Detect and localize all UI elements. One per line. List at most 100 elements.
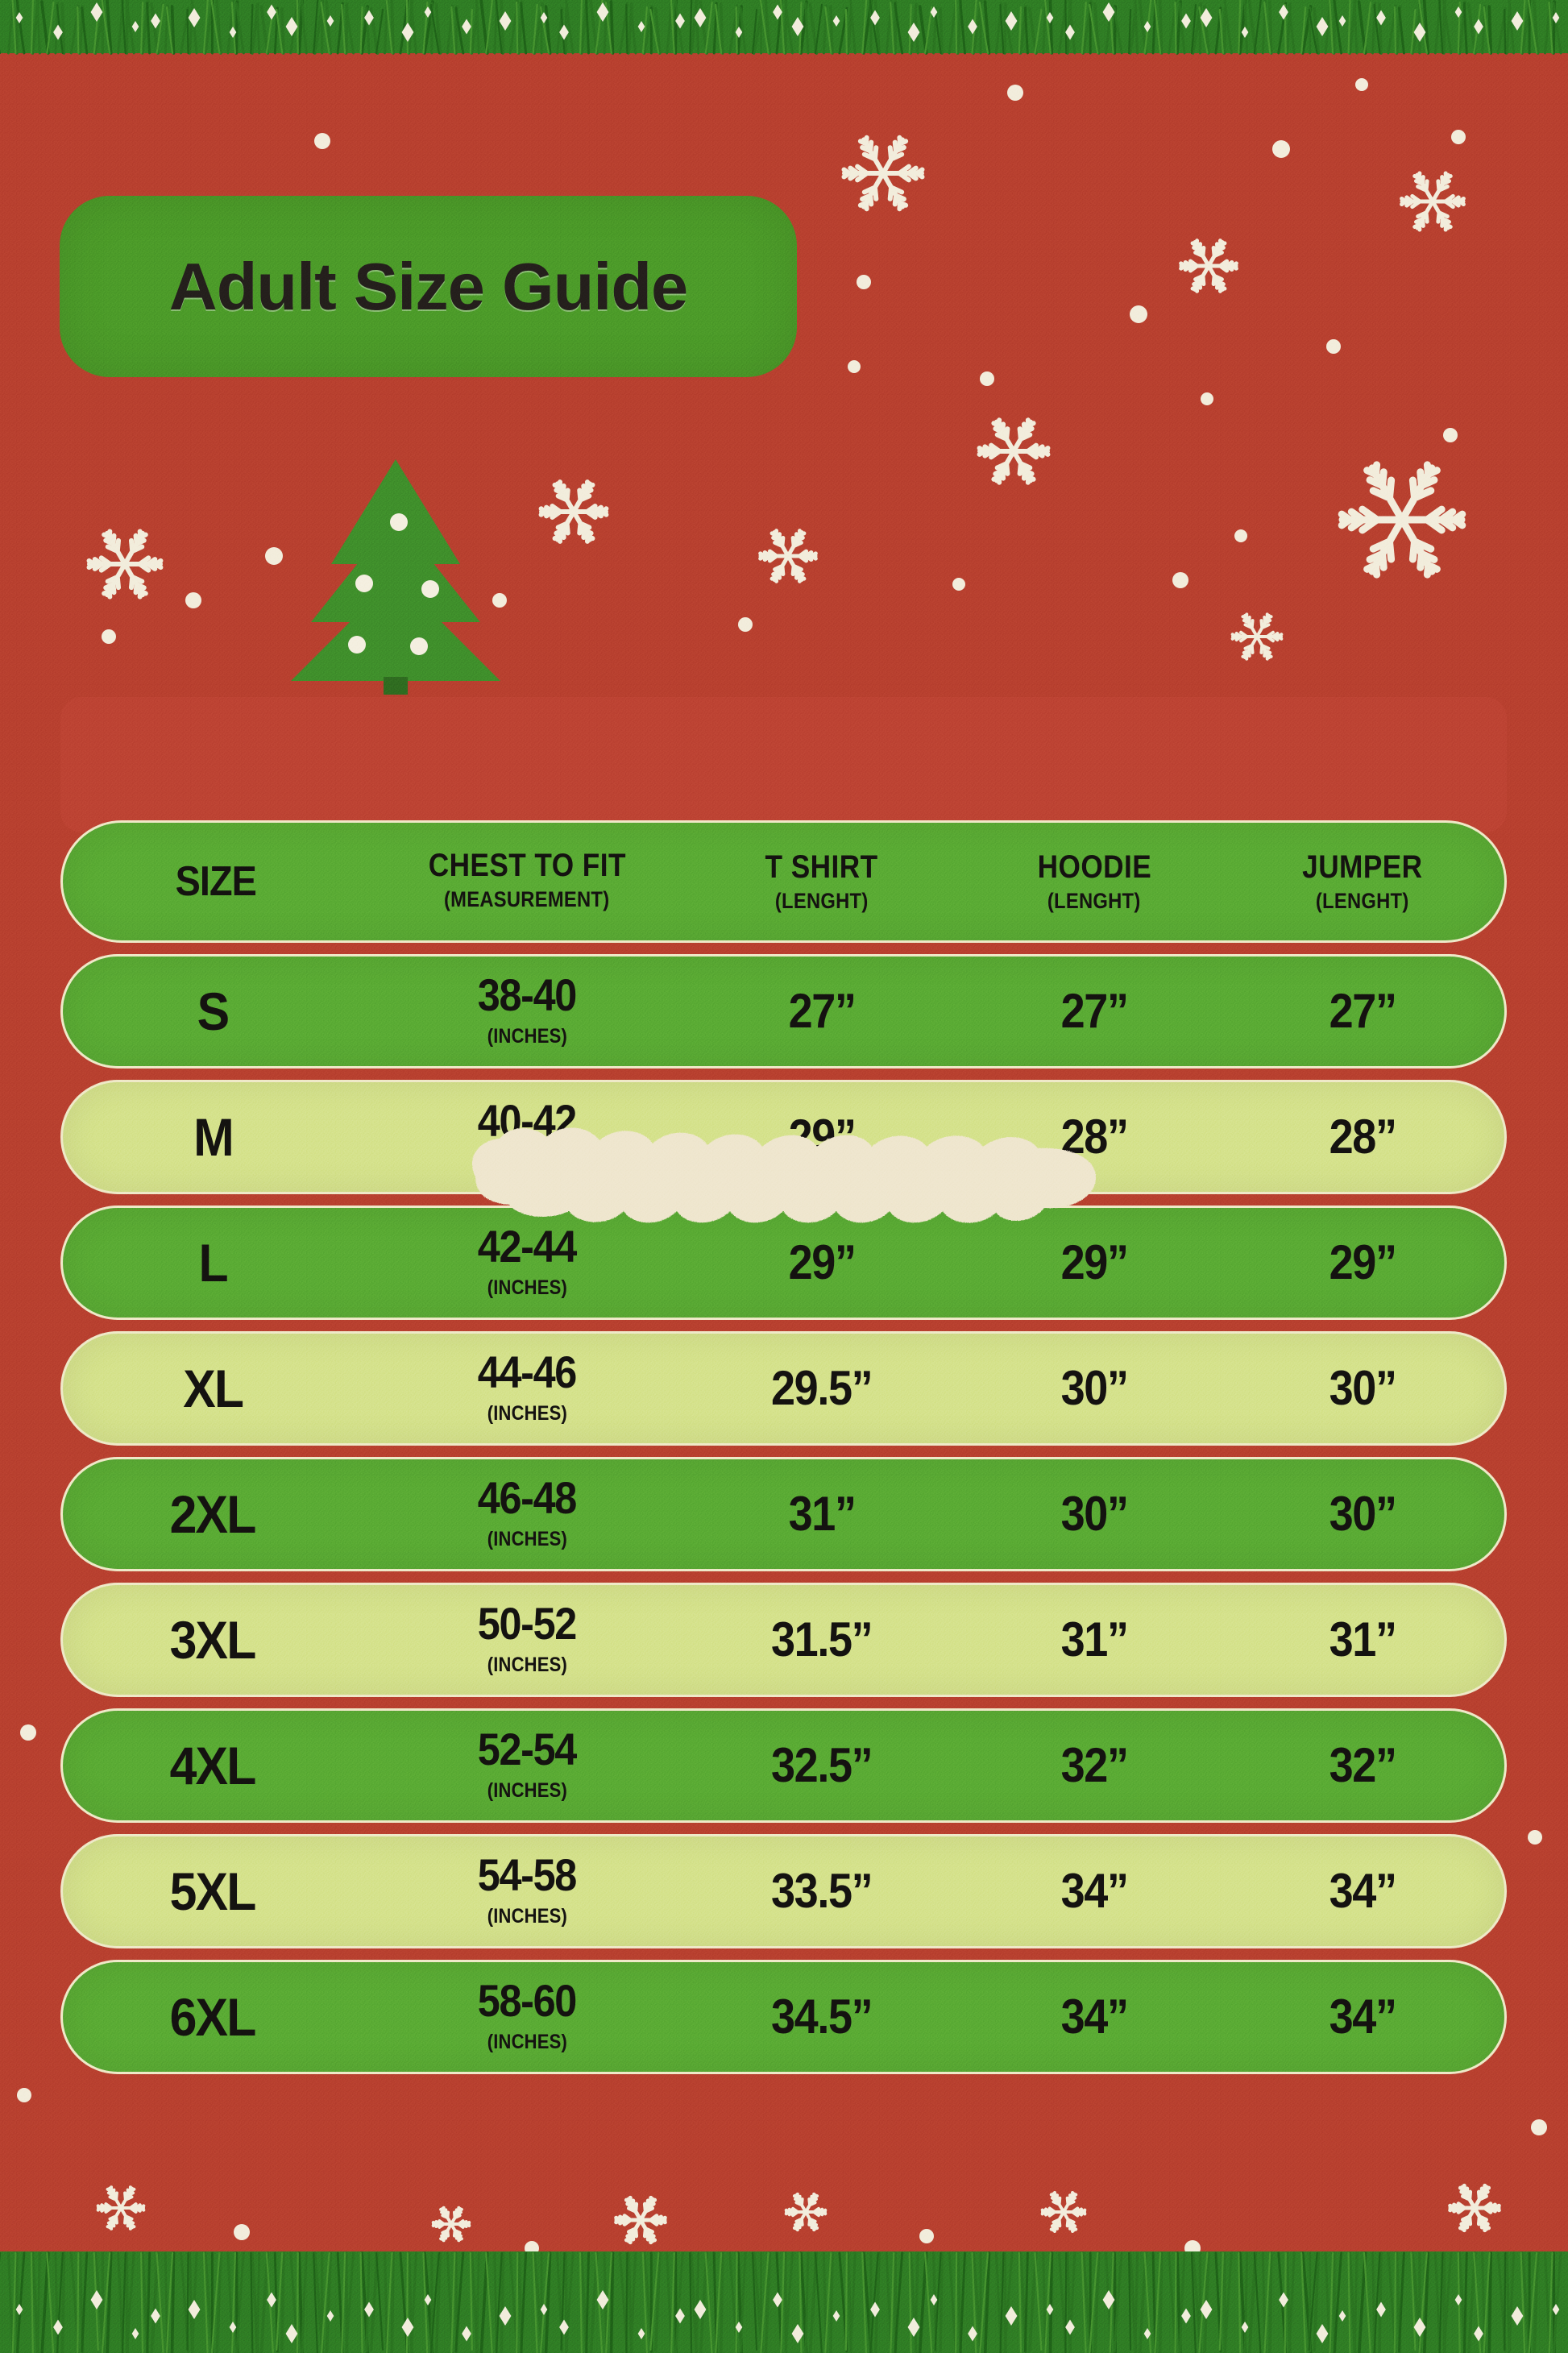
cell-chest: 50-52 (INCHES) (369, 1601, 685, 1679)
size-value: 4XL (170, 1736, 257, 1795)
chest-value: 58-60 (477, 1975, 578, 2026)
jumper-value: 32” (1329, 1738, 1396, 1792)
header-hoodie-label: HOODIE (1037, 849, 1151, 885)
cell-hoodie: 29” (959, 1239, 1230, 1287)
hoodie-value: 30” (1060, 1361, 1128, 1415)
hoodie-value: 30” (1060, 1487, 1128, 1541)
header-tshirt-sublabel: (LENGHT) (775, 889, 869, 913)
size-value: 6XL (170, 1987, 257, 2047)
chest-value: 44-46 (477, 1347, 578, 1397)
cell-jumper: 30” (1230, 1364, 1495, 1413)
cell-jumper: 34” (1230, 1993, 1495, 2041)
table-row: 5XL 54-58 (INCHES) 33.5” 34” 34” (60, 1834, 1507, 1948)
jumper-value: 31” (1329, 1612, 1396, 1666)
header-cell-chest: CHEST TO FIT (MEASUREMENT) (369, 849, 685, 914)
chest-unit: (INCHES) (487, 1528, 567, 1550)
cell-chest: 38-40 (INCHES) (369, 973, 685, 1050)
size-value: 2XL (170, 1484, 257, 1544)
cell-hoodie: 34” (959, 1867, 1230, 1915)
cell-tshirt: 29.5” (685, 1364, 959, 1413)
cell-jumper: 27” (1230, 987, 1495, 1035)
tshirt-value: 29” (788, 1235, 856, 1289)
table-row: L 42-44 (INCHES) 29” 29” 29” (60, 1206, 1507, 1320)
cell-tshirt: 29” (685, 1239, 959, 1287)
size-value: 5XL (170, 1861, 257, 1921)
size-value: M (193, 1107, 234, 1167)
cell-size: 6XL (63, 1990, 369, 2044)
cell-hoodie: 27” (959, 987, 1230, 1035)
jumper-value: 30” (1329, 1487, 1396, 1541)
cell-jumper: 30” (1230, 1490, 1495, 1538)
header-jumper-label: JUMPER (1302, 849, 1423, 885)
cell-size: 5XL (63, 1865, 369, 1918)
cell-jumper: 31” (1230, 1616, 1495, 1664)
tshirt-value: 33.5” (771, 1864, 873, 1918)
header-hoodie-sublabel: (LENGHT) (1047, 889, 1141, 913)
jumper-value: 34” (1329, 1864, 1396, 1918)
cell-chest: 52-54 (INCHES) (369, 1727, 685, 1804)
table-row: 4XL 52-54 (INCHES) 32.5” 32” 32” (60, 1708, 1507, 1823)
table-header-row: SIZE CHEST TO FIT (MEASUREMENT) T SHIRT … (60, 820, 1507, 943)
chest-unit: (INCHES) (487, 1402, 567, 1425)
jumper-value: 34” (1329, 1990, 1396, 2044)
header-cell-hoodie: HOODIE (LENGHT) (959, 851, 1230, 912)
hoodie-value: 34” (1060, 1990, 1128, 2044)
cell-size: L (63, 1236, 369, 1289)
jumper-value: 29” (1329, 1235, 1396, 1289)
chest-value: 38-40 (477, 969, 578, 1020)
chest-unit: (INCHES) (487, 1654, 567, 1676)
size-value: 3XL (170, 1610, 257, 1670)
size-value: S (197, 981, 230, 1041)
cell-size: M (63, 1110, 369, 1164)
chest-unit: (INCHES) (487, 1025, 567, 1048)
chest-unit: (INCHES) (487, 1905, 567, 1928)
cell-hoodie: 30” (959, 1364, 1230, 1413)
cell-jumper: 28” (1230, 1113, 1495, 1161)
cell-jumper: 34” (1230, 1867, 1495, 1915)
cell-jumper: 32” (1230, 1741, 1495, 1790)
table-row: S 38-40 (INCHES) 27” 27” 27” (60, 954, 1507, 1069)
cell-tshirt: 33.5” (685, 1867, 959, 1915)
size-value: XL (183, 1359, 244, 1418)
hoodie-value: 27” (1060, 984, 1128, 1038)
cell-tshirt: 31” (685, 1490, 959, 1538)
hoodie-value: 31” (1060, 1612, 1128, 1666)
cell-size: XL (63, 1362, 369, 1415)
chest-unit: (INCHES) (487, 2031, 567, 2053)
cell-size: 3XL (63, 1613, 369, 1666)
pine-garland-bottom-icon (0, 2251, 1568, 2353)
cell-tshirt: 32.5” (685, 1741, 959, 1790)
chest-value: 52-54 (477, 1724, 578, 1774)
header-cell-size: SIZE (63, 861, 369, 903)
title-badge (60, 196, 797, 377)
hoodie-value: 32” (1060, 1738, 1128, 1792)
cell-hoodie: 30” (959, 1490, 1230, 1538)
tshirt-value: 31.5” (771, 1612, 873, 1666)
size-guide-table: SIZE CHEST TO FIT (MEASUREMENT) T SHIRT … (60, 820, 1507, 2085)
pine-garland-top-icon (0, 0, 1568, 55)
chest-value: 50-52 (477, 1598, 578, 1649)
size-value: L (198, 1233, 228, 1293)
chest-value: 54-58 (477, 1849, 578, 1900)
header-cell-tshirt: T SHIRT (LENGHT) (685, 851, 959, 912)
header-chest-label: CHEST TO FIT (428, 848, 626, 883)
cell-size: 2XL (63, 1488, 369, 1541)
table-row: 2XL 46-48 (INCHES) 31” 30” 30” (60, 1457, 1507, 1571)
empty-red-banner (60, 697, 1507, 832)
chest-unit: (INCHES) (487, 1276, 567, 1299)
tshirt-value: 32.5” (771, 1738, 873, 1792)
jumper-value: 27” (1329, 984, 1396, 1038)
tshirt-value: 34.5” (771, 1990, 873, 2044)
jumper-value: 28” (1329, 1110, 1396, 1164)
cell-hoodie: 32” (959, 1741, 1230, 1790)
cell-chest: 54-58 (INCHES) (369, 1853, 685, 1930)
chest-unit: (INCHES) (487, 1779, 567, 1802)
cell-hoodie: 31” (959, 1616, 1230, 1664)
tshirt-value: 31” (788, 1487, 856, 1541)
header-size-label: SIZE (175, 858, 257, 905)
header-tshirt-label: T SHIRT (765, 849, 878, 885)
cell-size: 4XL (63, 1739, 369, 1792)
cell-chest: 58-60 (INCHES) (369, 1978, 685, 2056)
table-row: XL 44-46 (INCHES) 29.5” 30” 30” (60, 1331, 1507, 1446)
cell-chest: 46-48 (INCHES) (369, 1475, 685, 1553)
